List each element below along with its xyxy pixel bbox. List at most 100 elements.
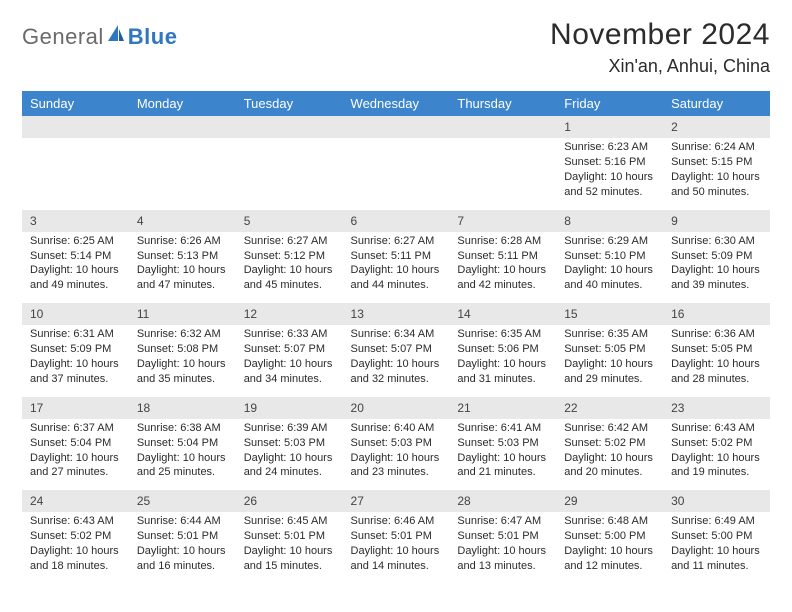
day-number-cell: 8 (556, 210, 663, 232)
day-content-cell: Sunrise: 6:41 AMSunset: 5:03 PMDaylight:… (449, 419, 556, 490)
sunset-text: Sunset: 5:06 PM (457, 342, 548, 357)
weekday-header: Saturday (663, 91, 770, 116)
weekday-header: Thursday (449, 91, 556, 116)
sunrise-text: Sunrise: 6:28 AM (457, 234, 548, 249)
weekday-header: Friday (556, 91, 663, 116)
day-number-cell: 3 (22, 210, 129, 232)
day-content-cell (236, 138, 343, 209)
daylight-text: Daylight: 10 hours and 21 minutes. (457, 451, 548, 481)
sunrise-text: Sunrise: 6:32 AM (137, 327, 228, 342)
daylight-text: Daylight: 10 hours and 50 minutes. (671, 170, 762, 200)
sunset-text: Sunset: 5:13 PM (137, 249, 228, 264)
topbar: General Blue November 2024 Xin'an, Anhui… (22, 18, 770, 77)
day-content-cell: Sunrise: 6:42 AMSunset: 5:02 PMDaylight:… (556, 419, 663, 490)
sunset-text: Sunset: 5:03 PM (351, 436, 442, 451)
day-number-cell: 10 (22, 303, 129, 325)
sunrise-text: Sunrise: 6:30 AM (671, 234, 762, 249)
sunrise-text: Sunrise: 6:45 AM (244, 514, 335, 529)
sunrise-text: Sunrise: 6:31 AM (30, 327, 121, 342)
sunrise-text: Sunrise: 6:26 AM (137, 234, 228, 249)
sunrise-text: Sunrise: 6:34 AM (351, 327, 442, 342)
sunrise-text: Sunrise: 6:40 AM (351, 421, 442, 436)
sunrise-text: Sunrise: 6:42 AM (564, 421, 655, 436)
day-content-cell: Sunrise: 6:47 AMSunset: 5:01 PMDaylight:… (449, 512, 556, 583)
daylight-text: Daylight: 10 hours and 52 minutes. (564, 170, 655, 200)
sunrise-text: Sunrise: 6:41 AM (457, 421, 548, 436)
day-number-cell: 14 (449, 303, 556, 325)
daylight-text: Daylight: 10 hours and 19 minutes. (671, 451, 762, 481)
sunset-text: Sunset: 5:03 PM (457, 436, 548, 451)
day-number-cell: 5 (236, 210, 343, 232)
day-number-cell (343, 116, 450, 138)
day-number-cell: 13 (343, 303, 450, 325)
day-content-cell: Sunrise: 6:25 AMSunset: 5:14 PMDaylight:… (22, 232, 129, 303)
day-number-cell: 17 (22, 397, 129, 419)
sunrise-text: Sunrise: 6:47 AM (457, 514, 548, 529)
day-number-cell: 4 (129, 210, 236, 232)
day-number-cell: 6 (343, 210, 450, 232)
day-content-cell: Sunrise: 6:35 AMSunset: 5:06 PMDaylight:… (449, 325, 556, 396)
page-title: November 2024 (550, 18, 770, 52)
day-content-cell: Sunrise: 6:27 AMSunset: 5:11 PMDaylight:… (343, 232, 450, 303)
day-content-cell: Sunrise: 6:35 AMSunset: 5:05 PMDaylight:… (556, 325, 663, 396)
daylight-text: Daylight: 10 hours and 40 minutes. (564, 263, 655, 293)
daylight-text: Daylight: 10 hours and 23 minutes. (351, 451, 442, 481)
daylight-text: Daylight: 10 hours and 29 minutes. (564, 357, 655, 387)
calendar-header-row: SundayMondayTuesdayWednesdayThursdayFrid… (22, 91, 770, 116)
sail-icon (106, 27, 126, 47)
day-number-cell: 26 (236, 490, 343, 512)
daylight-text: Daylight: 10 hours and 32 minutes. (351, 357, 442, 387)
brand-word-1: General (22, 24, 104, 50)
weekday-header: Wednesday (343, 91, 450, 116)
day-content-cell: Sunrise: 6:44 AMSunset: 5:01 PMDaylight:… (129, 512, 236, 583)
sunset-text: Sunset: 5:08 PM (137, 342, 228, 357)
daylight-text: Daylight: 10 hours and 13 minutes. (457, 544, 548, 574)
daylight-text: Daylight: 10 hours and 37 minutes. (30, 357, 121, 387)
sunset-text: Sunset: 5:00 PM (671, 529, 762, 544)
day-content-cell: Sunrise: 6:34 AMSunset: 5:07 PMDaylight:… (343, 325, 450, 396)
day-content-cell (449, 138, 556, 209)
sunset-text: Sunset: 5:01 PM (137, 529, 228, 544)
daylight-text: Daylight: 10 hours and 28 minutes. (671, 357, 762, 387)
daylight-text: Daylight: 10 hours and 25 minutes. (137, 451, 228, 481)
day-content-cell: Sunrise: 6:26 AMSunset: 5:13 PMDaylight:… (129, 232, 236, 303)
sunrise-text: Sunrise: 6:29 AM (564, 234, 655, 249)
sunset-text: Sunset: 5:15 PM (671, 155, 762, 170)
calendar-page: General Blue November 2024 Xin'an, Anhui… (0, 0, 792, 612)
sunset-text: Sunset: 5:10 PM (564, 249, 655, 264)
day-content-cell (22, 138, 129, 209)
day-number-cell: 20 (343, 397, 450, 419)
sunrise-text: Sunrise: 6:35 AM (564, 327, 655, 342)
day-content-cell: Sunrise: 6:30 AMSunset: 5:09 PMDaylight:… (663, 232, 770, 303)
sunset-text: Sunset: 5:02 PM (671, 436, 762, 451)
sunset-text: Sunset: 5:00 PM (564, 529, 655, 544)
day-number-cell: 2 (663, 116, 770, 138)
day-number-cell: 1 (556, 116, 663, 138)
day-number-cell: 27 (343, 490, 450, 512)
sunrise-text: Sunrise: 6:36 AM (671, 327, 762, 342)
brand-logo: General Blue (22, 18, 177, 50)
day-content-cell: Sunrise: 6:31 AMSunset: 5:09 PMDaylight:… (22, 325, 129, 396)
day-number-cell: 25 (129, 490, 236, 512)
sunrise-text: Sunrise: 6:43 AM (671, 421, 762, 436)
sunset-text: Sunset: 5:12 PM (244, 249, 335, 264)
day-content-cell: Sunrise: 6:38 AMSunset: 5:04 PMDaylight:… (129, 419, 236, 490)
day-content-cell (129, 138, 236, 209)
daylight-text: Daylight: 10 hours and 44 minutes. (351, 263, 442, 293)
sunrise-text: Sunrise: 6:25 AM (30, 234, 121, 249)
daylight-text: Daylight: 10 hours and 49 minutes. (30, 263, 121, 293)
title-block: November 2024 Xin'an, Anhui, China (550, 18, 770, 77)
daylight-text: Daylight: 10 hours and 47 minutes. (137, 263, 228, 293)
daylight-text: Daylight: 10 hours and 45 minutes. (244, 263, 335, 293)
sunrise-text: Sunrise: 6:49 AM (671, 514, 762, 529)
sunrise-text: Sunrise: 6:23 AM (564, 140, 655, 155)
day-number-cell: 16 (663, 303, 770, 325)
day-content-cell: Sunrise: 6:39 AMSunset: 5:03 PMDaylight:… (236, 419, 343, 490)
daylight-text: Daylight: 10 hours and 35 minutes. (137, 357, 228, 387)
sunset-text: Sunset: 5:05 PM (671, 342, 762, 357)
day-content-cell: Sunrise: 6:43 AMSunset: 5:02 PMDaylight:… (663, 419, 770, 490)
sunrise-text: Sunrise: 6:27 AM (351, 234, 442, 249)
sunset-text: Sunset: 5:11 PM (351, 249, 442, 264)
daylight-text: Daylight: 10 hours and 11 minutes. (671, 544, 762, 574)
day-number-cell (22, 116, 129, 138)
